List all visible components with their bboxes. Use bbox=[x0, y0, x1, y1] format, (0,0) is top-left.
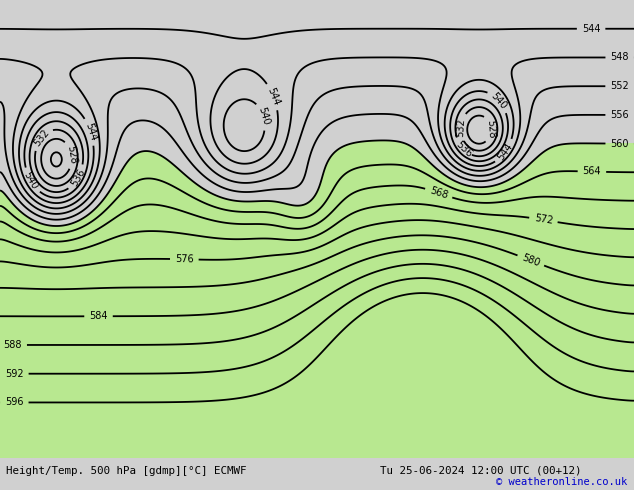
Text: 540: 540 bbox=[489, 91, 509, 111]
Text: 536: 536 bbox=[454, 140, 474, 160]
Text: 544: 544 bbox=[582, 24, 600, 34]
Text: © weatheronline.co.uk: © weatheronline.co.uk bbox=[496, 477, 628, 488]
Text: 536: 536 bbox=[69, 168, 87, 188]
Text: 544: 544 bbox=[266, 86, 281, 107]
Text: 572: 572 bbox=[533, 214, 553, 226]
Text: 548: 548 bbox=[611, 52, 629, 63]
Text: 528: 528 bbox=[65, 145, 78, 165]
Text: 596: 596 bbox=[5, 397, 23, 408]
Text: 552: 552 bbox=[611, 81, 629, 91]
Text: 560: 560 bbox=[611, 139, 629, 148]
Text: 528: 528 bbox=[486, 119, 496, 138]
Text: 540: 540 bbox=[256, 106, 271, 127]
Text: 532: 532 bbox=[32, 127, 51, 148]
Text: 544: 544 bbox=[496, 141, 515, 162]
Text: 556: 556 bbox=[611, 110, 629, 120]
Text: 540: 540 bbox=[22, 171, 40, 191]
Text: 592: 592 bbox=[5, 368, 23, 379]
Text: 588: 588 bbox=[3, 340, 22, 350]
Text: 544: 544 bbox=[83, 122, 98, 142]
Text: 584: 584 bbox=[89, 311, 108, 321]
Text: 576: 576 bbox=[175, 254, 194, 265]
Text: 564: 564 bbox=[583, 167, 601, 177]
Text: Tu 25-06-2024 12:00 UTC (00+12): Tu 25-06-2024 12:00 UTC (00+12) bbox=[380, 466, 582, 476]
Text: Height/Temp. 500 hPa [gdmp][°C] ECMWF: Height/Temp. 500 hPa [gdmp][°C] ECMWF bbox=[6, 466, 247, 476]
Text: 580: 580 bbox=[521, 252, 541, 269]
Text: 532: 532 bbox=[455, 118, 467, 137]
Text: 568: 568 bbox=[429, 185, 449, 201]
